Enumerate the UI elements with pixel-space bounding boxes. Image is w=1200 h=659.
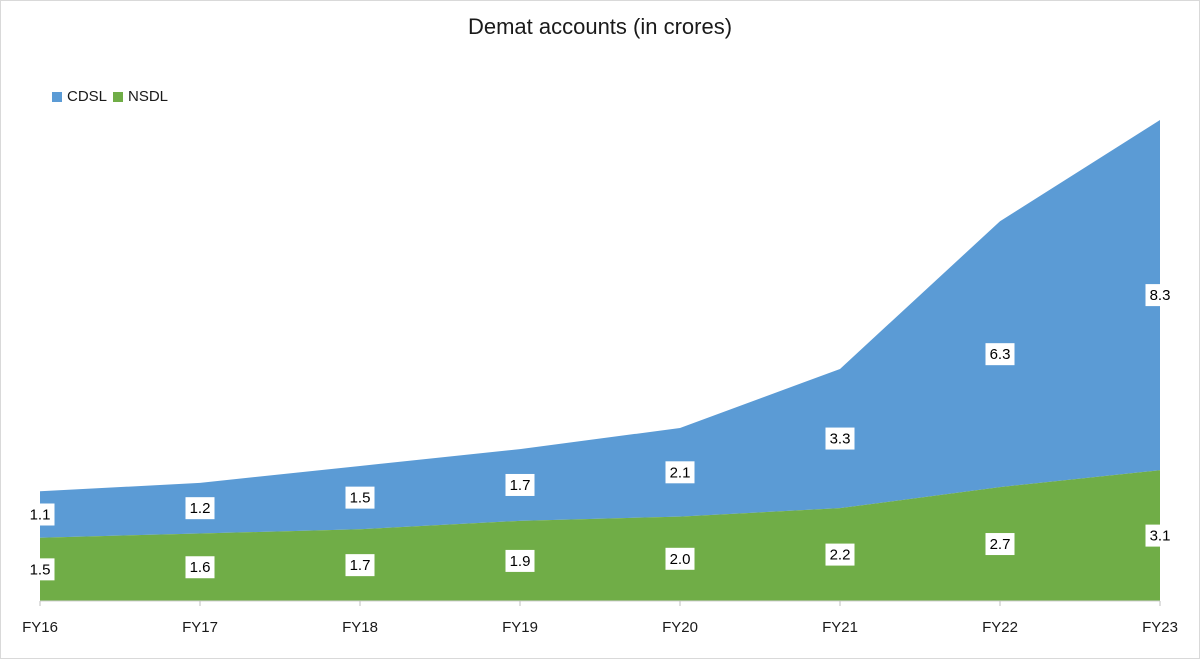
cdsl-data-label-box <box>825 427 855 450</box>
cdsl-data-label-box <box>25 503 55 526</box>
cdsl-data-label: 6.3 <box>990 346 1011 363</box>
legend-item-nsdl: NSDL <box>113 88 168 105</box>
cdsl-data-label: 1.1 <box>30 507 51 524</box>
legend-label-nsdl: NSDL <box>128 88 169 105</box>
legend-label-cdsl: CDSL <box>67 88 108 105</box>
x-tick-label: FY20 <box>662 619 698 636</box>
nsdl-data-label-box <box>505 549 535 572</box>
x-tick-label: FY23 <box>1142 619 1178 636</box>
cdsl-data-label-box <box>665 461 695 484</box>
nsdl-data-label: 2.2 <box>830 547 851 564</box>
cdsl-data-label: 1.2 <box>190 500 211 517</box>
x-tick-label: FY17 <box>182 619 218 636</box>
legend-swatch-nsdl <box>113 91 124 102</box>
nsdl-area <box>40 470 1160 601</box>
cdsl-data-label-box <box>985 343 1015 366</box>
legend-swatch-cdsl <box>52 91 62 102</box>
nsdl-data-label: 1.5 <box>30 561 51 578</box>
nsdl-data-label: 2.0 <box>670 551 691 568</box>
legend: CDSL NSDL <box>52 88 174 105</box>
cdsl-area <box>40 120 1160 538</box>
nsdl-data-label-box <box>825 543 855 566</box>
cdsl-data-label-box <box>185 497 215 520</box>
cdsl-data-label: 1.5 <box>350 490 371 507</box>
nsdl-data-label-box <box>1145 524 1175 547</box>
x-tick-label: FY16 <box>22 619 58 636</box>
x-tick-label: FY18 <box>342 619 378 636</box>
x-tick-label: FY21 <box>822 619 858 636</box>
nsdl-data-label-box <box>25 558 55 581</box>
cdsl-data-label: 1.7 <box>510 477 531 494</box>
chart-title: Demat accounts (in crores) <box>467 14 733 39</box>
nsdl-data-label-box <box>985 533 1015 556</box>
cdsl-data-label-box <box>505 473 535 496</box>
cdsl-data-label: 3.3 <box>830 431 851 448</box>
nsdl-data-label: 1.6 <box>190 559 211 576</box>
x-tick-label: FY19 <box>502 619 538 636</box>
nsdl-data-label: 1.7 <box>350 557 371 574</box>
legend-item-cdsl: CDSL <box>52 88 107 105</box>
nsdl-data-label: 1.9 <box>510 553 531 570</box>
cdsl-data-label: 2.1 <box>670 464 691 481</box>
x-tick-label: FY22 <box>982 619 1018 636</box>
cdsl-data-label: 8.3 <box>1150 287 1171 304</box>
nsdl-data-label: 2.7 <box>990 536 1011 553</box>
nsdl-data-label-box <box>345 554 375 577</box>
nsdl-data-label: 3.1 <box>1150 528 1171 545</box>
cdsl-data-label-box <box>345 486 375 509</box>
cdsl-data-label-box <box>1145 284 1175 307</box>
nsdl-data-label-box <box>185 556 215 579</box>
nsdl-data-label-box <box>665 547 695 570</box>
